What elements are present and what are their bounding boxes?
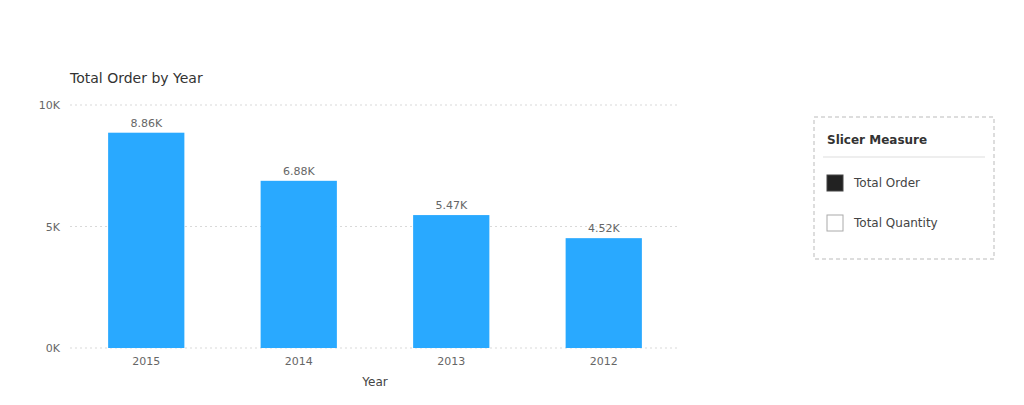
slicer-divider (823, 157, 985, 158)
slicer-checkbox[interactable] (827, 175, 843, 191)
data-label: 4.52K (588, 222, 620, 235)
slicer-frame (814, 117, 994, 259)
bar (413, 215, 489, 348)
y-tick-label: 10K (39, 99, 61, 112)
slicer-title: Slicer Measure (827, 133, 927, 147)
bar (566, 238, 642, 348)
data-label: 8.86K (130, 117, 162, 130)
x-tick-label: 2014 (285, 355, 313, 368)
bar (108, 133, 184, 348)
slicer-item[interactable]: Total Quantity (853, 216, 938, 230)
bar (261, 181, 337, 348)
slicer-item[interactable]: Total Order (853, 176, 920, 190)
grid-line (70, 105, 680, 106)
x-tick-label: 2013 (437, 355, 465, 368)
slicer-checkbox[interactable] (827, 215, 843, 231)
y-tick-label: 0K (46, 342, 61, 355)
x-tick-label: 2012 (590, 355, 618, 368)
data-label: 6.88K (283, 165, 315, 178)
y-tick-label: 5K (46, 221, 61, 234)
title: Total Order by Year (69, 70, 203, 86)
x-axis-label: Year (361, 375, 387, 389)
chart: Total Order by Year 0K 5K 10K 8.86K 2015 6.88K… (0, 0, 1024, 405)
x-tick-label: 2015 (132, 355, 160, 368)
bars (108, 133, 642, 348)
slicer: Slicer Measure Total Order Total Quantity (814, 117, 994, 259)
data-label: 5.47K (435, 199, 467, 212)
